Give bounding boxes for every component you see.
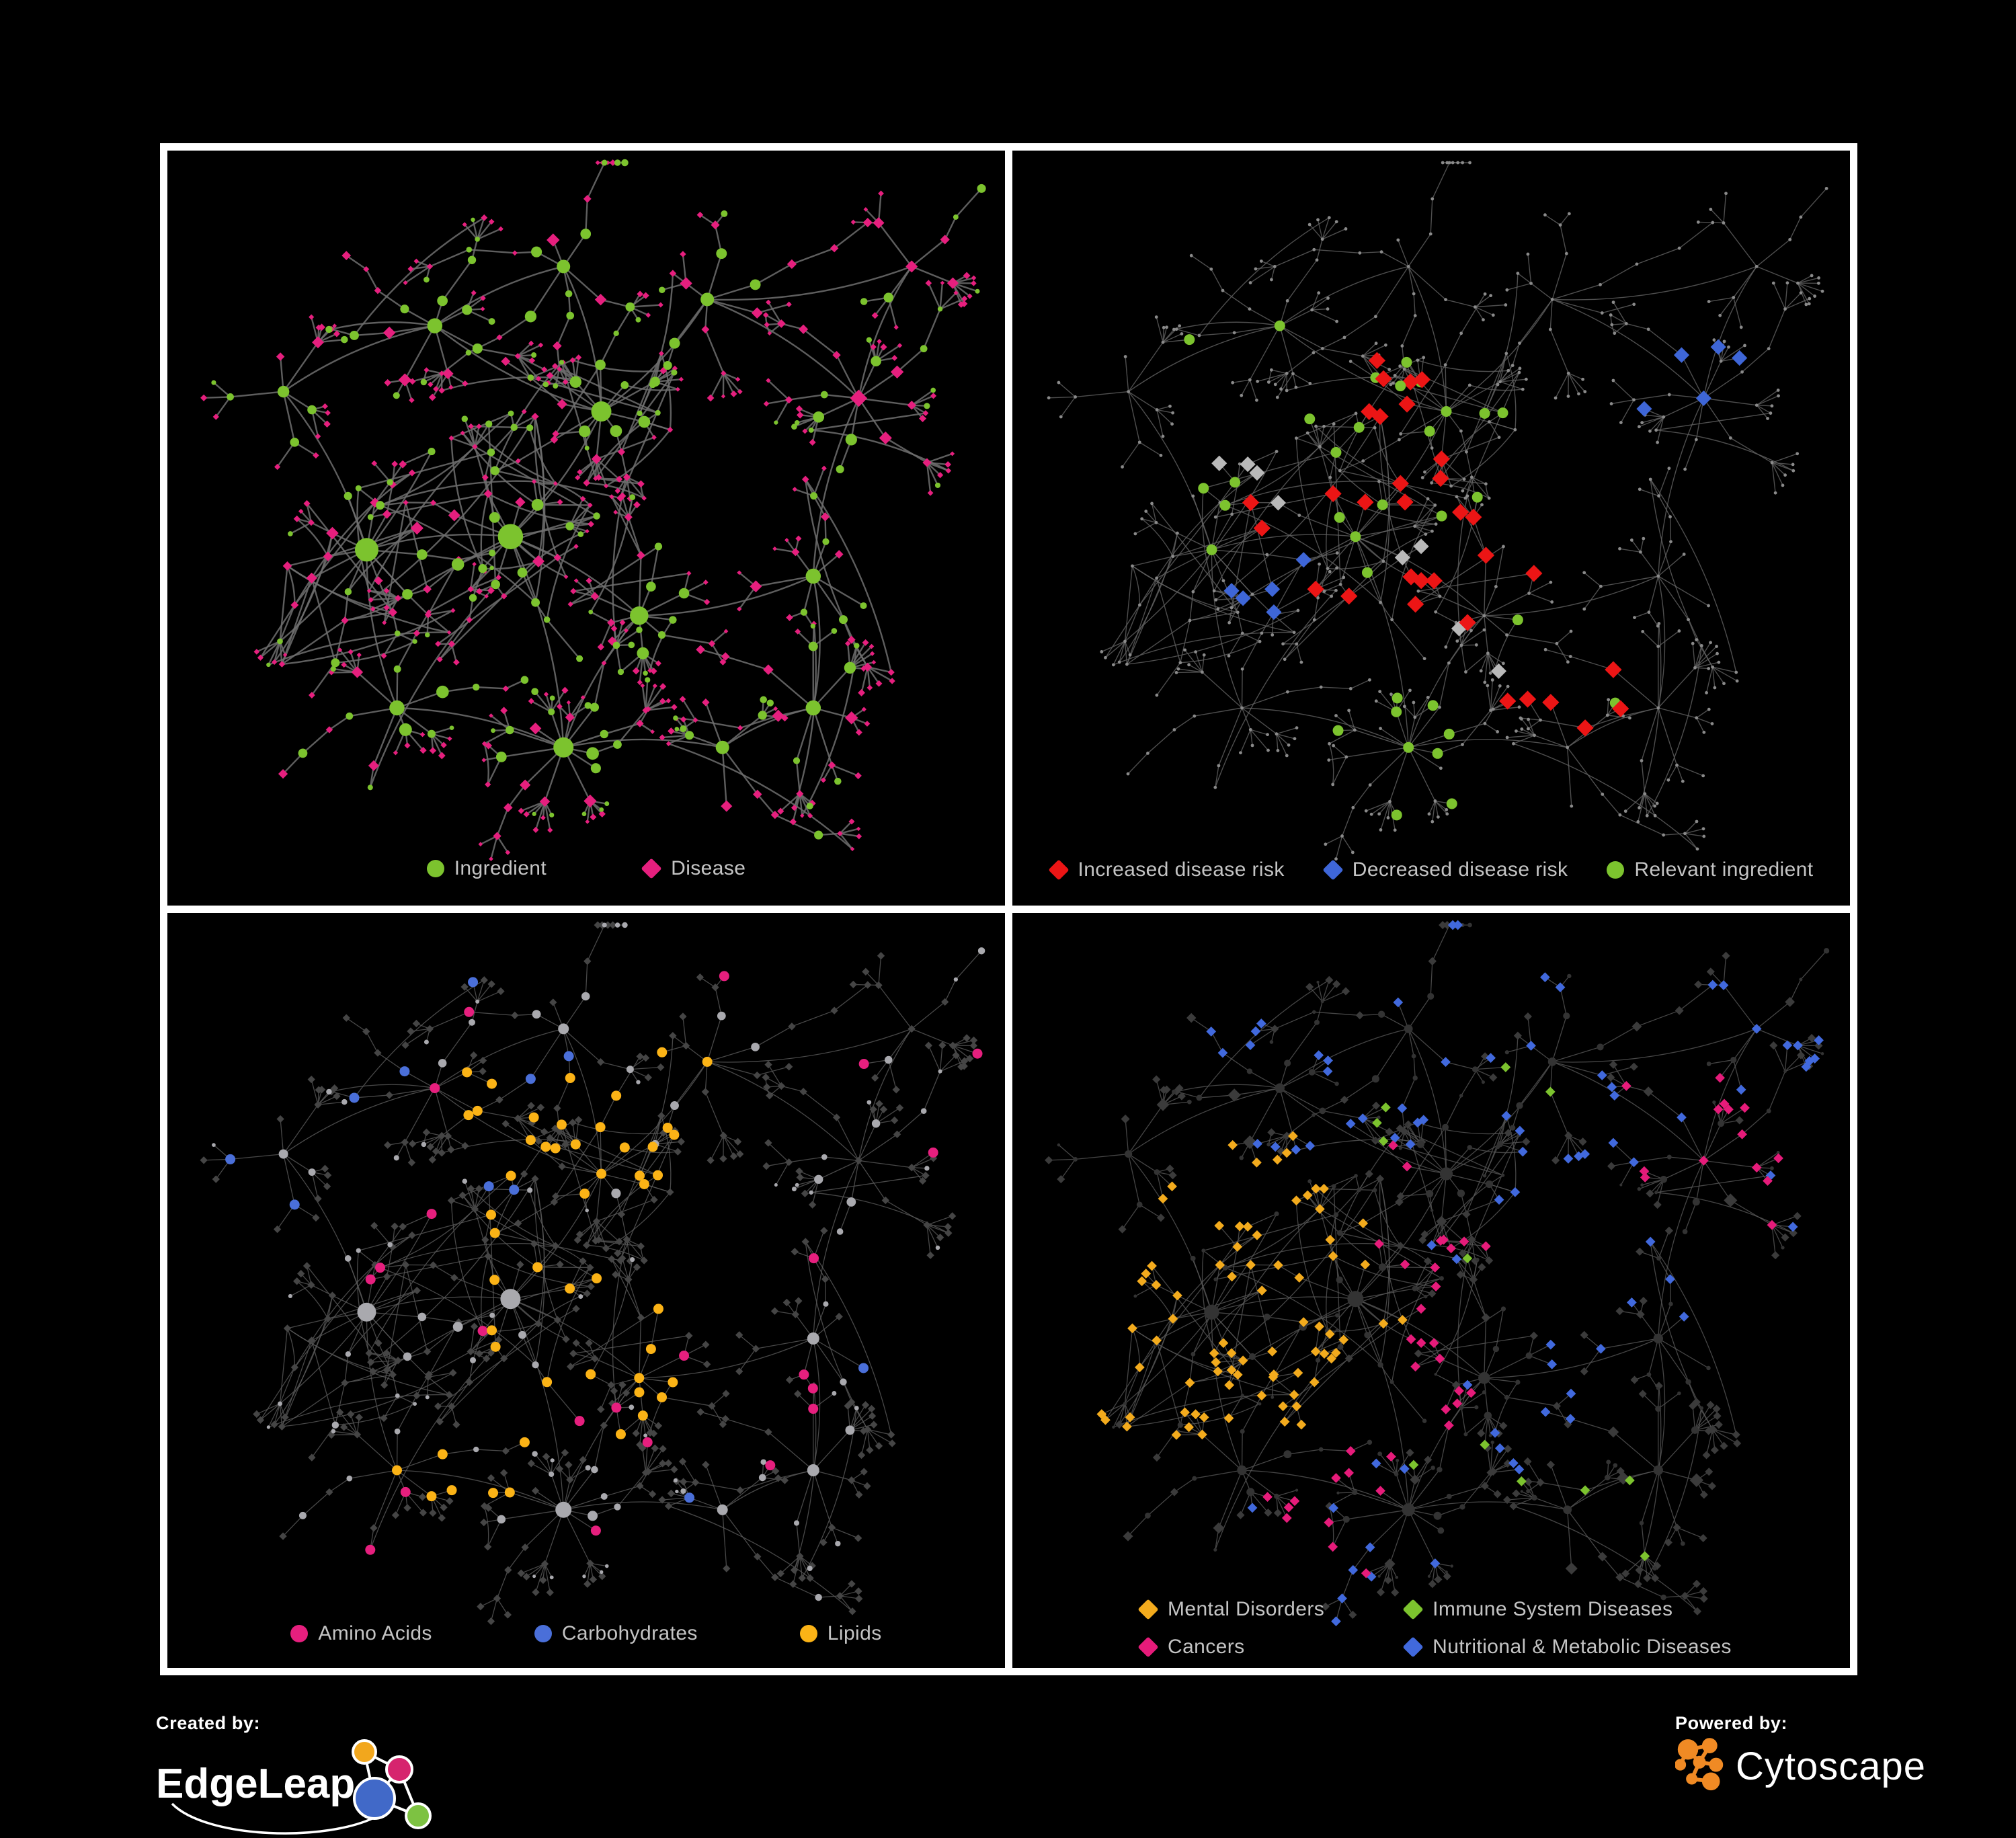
legend-item: Immune System Diseases — [1404, 1598, 1732, 1621]
legend-item: Disease — [642, 857, 745, 880]
network-graph-disease-risk — [1012, 151, 1850, 906]
legend-label: Carbohydrates — [562, 1622, 698, 1645]
legend-disease-category: Mental Disorders Immune System Diseases … — [1139, 1598, 1732, 1659]
legend-disease-risk: Increased disease risk Decreased disease… — [1012, 858, 1850, 881]
cancers-legend-icon — [1137, 1636, 1158, 1657]
legend-item: Amino Acids — [290, 1622, 432, 1645]
nodes-layer — [200, 159, 986, 861]
legend-label: Lipids — [828, 1622, 882, 1645]
panel-disease-category: Mental Disorders Immune System Diseases … — [1012, 913, 1850, 1668]
network-graph-disease-category — [1012, 913, 1850, 1668]
legend-item: Carbohydrates — [534, 1622, 698, 1645]
legend-item: Relevant ingredient — [1607, 858, 1813, 881]
immune-system-diseases-legend-icon — [1403, 1599, 1424, 1620]
increased-risk-legend-icon — [1048, 859, 1069, 880]
edgeleap-node-green — [406, 1804, 430, 1828]
legend-ingredient-disease: Ingredient Disease — [167, 857, 1005, 880]
edgeleap-node-blue — [354, 1778, 395, 1819]
legend-label: Amino Acids — [318, 1622, 432, 1645]
edgeleap-node-orange — [353, 1741, 376, 1763]
legend-item: Increased disease risk — [1049, 858, 1285, 881]
carbohydrates-legend-icon — [534, 1625, 552, 1642]
legend-item: Mental Disorders — [1139, 1598, 1324, 1621]
panel-ingredient-disease: Ingredient Disease — [167, 151, 1005, 906]
legend-label: Immune System Diseases — [1433, 1598, 1672, 1621]
mental-disorders-legend-icon — [1137, 1599, 1158, 1620]
legend-item: Decreased disease risk — [1324, 858, 1568, 881]
legend-item: Lipids — [800, 1622, 882, 1645]
created-by-label: Created by: — [156, 1713, 573, 1734]
powered-by-label: Powered by: — [1675, 1713, 1991, 1734]
legend-nutrient-class: Amino Acids Carbohydrates Lipids — [167, 1622, 1005, 1645]
nutritional-metabolic-diseases-legend-icon — [1403, 1636, 1424, 1657]
decreased-risk-legend-icon — [1322, 859, 1343, 880]
disease-legend-icon — [641, 858, 662, 879]
legend-label: Cancers — [1168, 1636, 1245, 1659]
legend-label: Relevant ingredient — [1634, 858, 1813, 881]
edgeleap-credit: Created by: EdgeLeap — [156, 1713, 573, 1827]
nodes-layer — [200, 921, 985, 1625]
legend-label: Decreased disease risk — [1353, 858, 1568, 881]
legend-label: Mental Disorders — [1168, 1598, 1324, 1621]
legend-label: Increased disease risk — [1078, 858, 1285, 881]
highlight-nodes-layer — [225, 971, 982, 1554]
legend-item: Cancers — [1139, 1636, 1324, 1659]
relevant-ingredient-legend-icon — [1607, 861, 1624, 879]
cytoscape-logo-icon — [1675, 1738, 1726, 1794]
amino-acids-legend-icon — [290, 1625, 308, 1642]
cytoscape-credit: Powered by: Cytoscape — [1675, 1713, 1991, 1814]
network-graph-ingredient-disease — [167, 151, 1005, 906]
edgeleap-wordmark: EdgeLeap — [156, 1761, 355, 1807]
legend-item: Ingredient — [427, 857, 547, 880]
legend-label: Ingredient — [454, 857, 547, 880]
legend-label: Disease — [671, 857, 745, 880]
legend-label: Nutritional & Metabolic Diseases — [1433, 1636, 1732, 1659]
cytoscape-brand-row: Cytoscape — [1675, 1738, 1991, 1794]
network-graph-nutrient-class — [167, 913, 1005, 1668]
edgeleap-node-pink — [387, 1757, 412, 1782]
poster-frame: Ingredient Disease Increased disease ris… — [160, 143, 1857, 1675]
panel-nutrient-class: Amino Acids Carbohydrates Lipids — [167, 913, 1005, 1668]
cytoscape-wordmark: Cytoscape — [1736, 1744, 1926, 1789]
panel-disease-risk: Increased disease risk Decreased disease… — [1012, 151, 1850, 906]
lipids-legend-icon — [800, 1625, 817, 1642]
ingredient-legend-icon — [427, 860, 444, 877]
legend-item: Nutritional & Metabolic Diseases — [1404, 1636, 1732, 1659]
edgeleap-network-icon — [353, 1741, 430, 1828]
edgeleap-swoosh — [172, 1804, 378, 1833]
